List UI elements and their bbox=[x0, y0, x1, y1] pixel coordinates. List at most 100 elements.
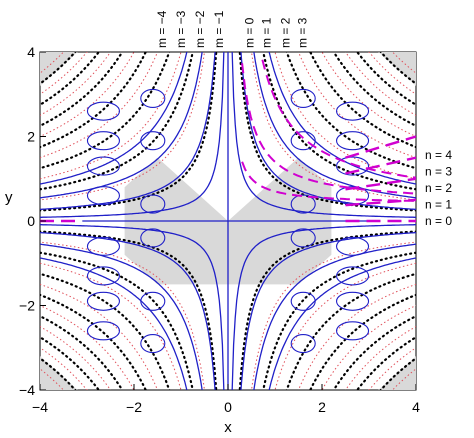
black-dotted-curve bbox=[40, 52, 101, 106]
m-label: m = 1 bbox=[260, 17, 274, 48]
magenta-m-curve bbox=[241, 63, 416, 195]
blue-lobe bbox=[335, 266, 370, 286]
black-dotted-curve bbox=[40, 230, 218, 390]
blue-solid-curve bbox=[40, 257, 188, 390]
blue-solid-curve bbox=[40, 52, 203, 199]
blue-solid-curve bbox=[40, 52, 216, 211]
blue-lobe bbox=[290, 88, 316, 109]
x-tick-label: 4 bbox=[412, 399, 420, 415]
x-axis-title: x bbox=[224, 419, 232, 436]
black-dotted-curve bbox=[40, 272, 171, 390]
magenta-m-curve bbox=[241, 161, 416, 202]
y-axis-title: y bbox=[5, 189, 13, 206]
m-label: m = −3 bbox=[174, 10, 188, 48]
red-dotted-curve bbox=[391, 368, 416, 390]
red-dotted-curve bbox=[40, 262, 182, 390]
black-dotted-curve bbox=[40, 52, 218, 212]
blue-lobe bbox=[335, 156, 370, 176]
blue-lobe bbox=[86, 321, 120, 341]
black-dotted-curve bbox=[40, 251, 194, 390]
blue-lobe bbox=[140, 131, 166, 151]
black-dotted-curve bbox=[238, 230, 416, 390]
blue-solid-curve bbox=[253, 243, 416, 390]
n-label: n = 4 bbox=[425, 148, 452, 162]
black-dotted-curve bbox=[40, 52, 194, 191]
blue-lobe bbox=[290, 228, 316, 248]
blue-lobe bbox=[86, 236, 120, 256]
m-label: m = −4 bbox=[155, 10, 169, 48]
blue-lobe bbox=[335, 236, 370, 256]
red-dotted-curve bbox=[40, 52, 65, 74]
x-tick-label: 2 bbox=[318, 399, 326, 415]
magenta-dashed-n-line bbox=[345, 177, 416, 191]
magenta-dashed-n-line bbox=[345, 135, 416, 159]
red-dotted-curve bbox=[40, 283, 159, 390]
black-dotted-curve bbox=[285, 52, 416, 170]
red-dotted-curve bbox=[40, 305, 135, 390]
black-dotted-curve bbox=[40, 336, 101, 390]
black-dotted-curve bbox=[40, 293, 147, 390]
blue-lobe bbox=[86, 131, 120, 151]
red-dotted-curve bbox=[297, 283, 416, 390]
red-dotted-curve bbox=[344, 326, 416, 390]
blue-solid-curve bbox=[40, 52, 188, 185]
blue-solid-curve bbox=[268, 257, 416, 390]
tick-layer: −4 −2 0 2 4 −4 −2 0 2 4 bbox=[19, 44, 420, 415]
red-dotted-curve bbox=[40, 52, 135, 137]
blue-lobe bbox=[290, 333, 316, 354]
red-dotted-curve bbox=[321, 305, 416, 390]
n-label: n = 2 bbox=[425, 181, 452, 195]
curve-layer bbox=[40, 52, 416, 390]
blue-lobe bbox=[335, 131, 370, 151]
black-dotted-curve bbox=[262, 251, 416, 390]
m-label: m = −1 bbox=[212, 10, 226, 48]
blue-lobe bbox=[335, 291, 370, 311]
m-label: m = 3 bbox=[296, 17, 310, 48]
black-dotted-curve bbox=[238, 52, 416, 212]
blue-solid-curve bbox=[240, 52, 416, 211]
n-label: n = 1 bbox=[425, 198, 452, 212]
blue-lobe bbox=[86, 266, 120, 286]
red-dotted-curve bbox=[391, 52, 416, 74]
blue-lobe bbox=[140, 194, 166, 214]
n-label: n = 0 bbox=[425, 214, 452, 228]
black-dotted-curve bbox=[262, 52, 416, 191]
black-dotted-curve bbox=[40, 52, 124, 127]
black-dotted-curve bbox=[332, 315, 416, 390]
m-label: m = −2 bbox=[193, 10, 207, 48]
blue-lobe bbox=[335, 101, 370, 121]
black-dotted-curve bbox=[332, 52, 416, 127]
x-tick-label: 0 bbox=[224, 399, 232, 415]
blue-solid-curve bbox=[40, 224, 225, 390]
x-tick-label: −4 bbox=[32, 399, 48, 415]
red-dotted-curve bbox=[40, 326, 112, 390]
black-dotted-curve bbox=[355, 52, 416, 106]
y-tick-label: 0 bbox=[27, 213, 35, 229]
blue-solid-curve bbox=[40, 231, 216, 390]
red-dotted-curve bbox=[274, 262, 416, 390]
blue-solid-curve bbox=[231, 224, 416, 390]
red-dotted-curve bbox=[297, 52, 416, 159]
blue-lobe bbox=[140, 228, 166, 248]
black-dotted-curve bbox=[40, 315, 124, 390]
blue-lobe bbox=[140, 333, 166, 354]
magenta-m-curve bbox=[261, 59, 416, 179]
black-dotted-curve bbox=[285, 272, 416, 390]
n-labels: n = 4 n = 3 n = 2 n = 1 n = 0 bbox=[425, 148, 452, 228]
blue-lobe bbox=[86, 186, 120, 206]
blue-solid-curve bbox=[40, 52, 225, 218]
blue-lobe bbox=[86, 101, 120, 121]
red-dotted-curve bbox=[40, 52, 182, 180]
black-dotted-curve bbox=[40, 52, 171, 170]
red-dotted-curve bbox=[40, 368, 65, 390]
black-dotted-curve bbox=[355, 336, 416, 390]
blue-lobe bbox=[86, 291, 120, 311]
y-tick-label: 2 bbox=[27, 129, 35, 145]
n-label: n = 3 bbox=[425, 165, 452, 179]
red-dotted-curve bbox=[321, 52, 416, 137]
y-tick-label: −4 bbox=[19, 382, 35, 398]
blue-lobe bbox=[290, 291, 316, 311]
red-dotted-curve bbox=[40, 52, 112, 116]
